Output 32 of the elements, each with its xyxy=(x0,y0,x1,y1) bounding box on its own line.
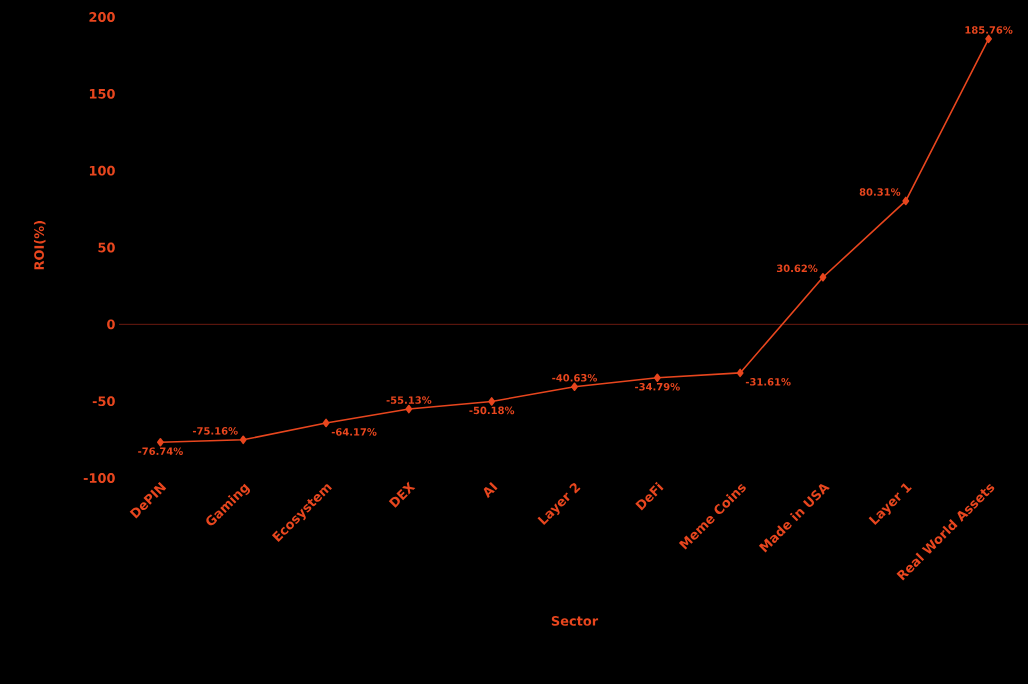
x-axis-title: Sector xyxy=(551,616,599,626)
y-tick-label: 0 xyxy=(107,319,115,330)
y-tick-label: 200 xyxy=(89,12,115,22)
data-label: 185.76% xyxy=(965,26,1013,34)
data-label: -55.13% xyxy=(386,396,432,404)
data-label: 80.31% xyxy=(859,188,901,196)
y-tick-label: 100 xyxy=(89,165,115,176)
data-label: 30.62% xyxy=(776,264,818,273)
y-tick-label: 50 xyxy=(98,242,115,253)
point xyxy=(322,418,330,428)
data-label: -75.16% xyxy=(192,427,238,435)
point xyxy=(156,437,164,447)
y-tick-label: -100 xyxy=(83,473,115,483)
point xyxy=(405,404,413,414)
data-label: -64.17% xyxy=(331,428,377,436)
y-tick-label: -50 xyxy=(92,396,115,407)
data-label: -76.74% xyxy=(138,447,183,455)
data-label: -50.18% xyxy=(469,406,515,415)
y-axis-title: ROI(%) xyxy=(33,220,46,270)
data-label: -34.79% xyxy=(635,382,680,391)
data-label: -31.61% xyxy=(745,378,791,386)
point xyxy=(653,373,661,383)
point xyxy=(239,435,247,445)
point xyxy=(488,397,496,406)
data-label: -40.63% xyxy=(552,374,598,382)
x-tick-label: AI xyxy=(483,481,498,499)
point xyxy=(985,34,993,44)
point xyxy=(736,368,744,378)
y-tick-label: 150 xyxy=(89,88,115,99)
point xyxy=(819,272,827,282)
point xyxy=(571,382,578,392)
point xyxy=(902,196,910,206)
